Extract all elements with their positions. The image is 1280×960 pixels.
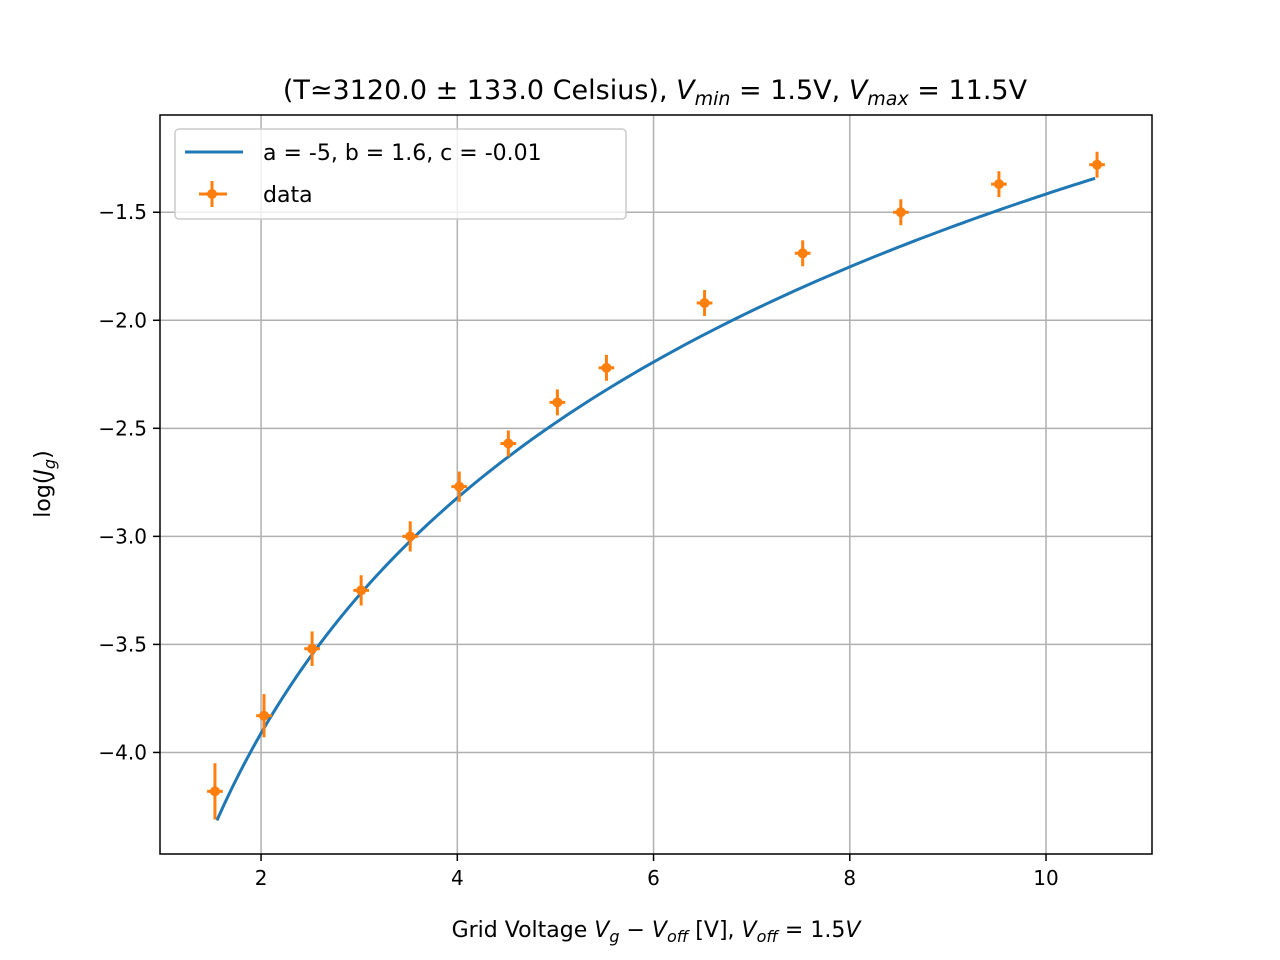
xlabel-minus: − bbox=[619, 918, 651, 943]
xlabel-unit: [V], bbox=[688, 918, 741, 943]
xlabel-voff-symbol: V bbox=[652, 918, 669, 943]
y-tick-label: −4.0 bbox=[98, 740, 147, 764]
data-marker bbox=[356, 585, 367, 596]
y-tick-label: −2.5 bbox=[98, 416, 147, 440]
title-vmin-symbol: V bbox=[676, 75, 697, 106]
ylabel-prefix: log( bbox=[31, 476, 56, 518]
data-point bbox=[549, 389, 566, 416]
y-tick-label: −1.5 bbox=[98, 200, 147, 224]
plot-frame bbox=[159, 114, 1153, 855]
data-point bbox=[991, 171, 1007, 198]
xlabel-prefix: Grid Voltage bbox=[452, 918, 595, 943]
x-tick-label: 10 bbox=[1033, 866, 1058, 890]
x-tick-label: 2 bbox=[255, 866, 268, 890]
fit-curve bbox=[215, 176, 1096, 821]
data-marker bbox=[552, 397, 563, 408]
chart-title: (T≃3120.0 ± 133.0 Celsius), Vmin = 1.5V,… bbox=[283, 75, 1028, 110]
y-tick-label: −3.5 bbox=[98, 632, 147, 656]
data-point bbox=[353, 575, 369, 606]
xlabel-voff-sub: off bbox=[667, 927, 691, 946]
data-point bbox=[451, 471, 468, 502]
data-point bbox=[598, 354, 615, 381]
ticks: 2 4 6 8 10 −4.0 −3.5 −3.0 −2.5 −2.0 −1.5 bbox=[98, 200, 1058, 890]
y-axis-label: log(Jg) bbox=[31, 450, 59, 517]
xlabel-voff2-symbol: V bbox=[742, 918, 759, 943]
data-marker bbox=[895, 207, 906, 218]
data-marker bbox=[503, 438, 514, 449]
data-marker bbox=[1092, 159, 1103, 170]
data-marker bbox=[699, 297, 710, 308]
legend-box bbox=[174, 128, 627, 220]
data-point bbox=[696, 290, 713, 316]
data-point bbox=[256, 694, 272, 738]
xlabel-vg-symbol: V bbox=[594, 918, 611, 943]
title-vmin-value: = 1.5V, bbox=[730, 75, 848, 106]
title-vmax-sub: max bbox=[867, 88, 909, 110]
data-point bbox=[1089, 151, 1105, 178]
data-marker bbox=[209, 786, 220, 797]
ylabel-symbol: J bbox=[31, 469, 56, 480]
data-point bbox=[402, 521, 419, 552]
data-marker bbox=[797, 248, 808, 259]
data-marker bbox=[259, 710, 270, 721]
xlabel-equals: = 1.5 bbox=[778, 918, 845, 943]
legend-data-swatch bbox=[199, 181, 227, 207]
title-prefix: (T≃ bbox=[283, 75, 333, 106]
grid bbox=[160, 115, 1152, 854]
data-point bbox=[794, 240, 811, 267]
ylabel-sub: g bbox=[40, 459, 59, 469]
data-point bbox=[304, 631, 320, 667]
title-vmin-sub: min bbox=[695, 88, 731, 110]
title-middle: ), bbox=[648, 75, 676, 106]
legend-data-label: data bbox=[263, 183, 313, 208]
data-marker bbox=[454, 481, 465, 492]
data-point bbox=[500, 430, 517, 457]
title-vmax-value: = 11.5V bbox=[909, 75, 1028, 106]
data-marker bbox=[993, 179, 1004, 190]
legend: a = -5, b = 1.6, c = -0.01 data bbox=[174, 128, 627, 220]
xlabel-voff2-sub: off bbox=[757, 927, 781, 946]
xlabel-vg-sub: g bbox=[609, 927, 619, 946]
x-tick-label: 6 bbox=[647, 866, 660, 890]
data-marker bbox=[601, 362, 612, 373]
legend-fit-label: a = -5, b = 1.6, c = -0.01 bbox=[263, 141, 542, 166]
xlabel-suffix-symbol: V bbox=[845, 918, 862, 943]
x-tick-label: 4 bbox=[451, 866, 464, 890]
data-point bbox=[207, 763, 223, 820]
ylabel-suffix: ) bbox=[31, 450, 56, 459]
series-layer bbox=[207, 151, 1105, 821]
y-tick-label: −2.0 bbox=[98, 308, 147, 332]
data-marker bbox=[307, 643, 318, 654]
title-vmax-symbol: V bbox=[849, 75, 870, 106]
data-point bbox=[892, 199, 909, 226]
title-temperature: 3120.0 ± 133.0 Celsius bbox=[333, 75, 649, 106]
y-tick-label: −3.0 bbox=[98, 524, 147, 548]
data-marker bbox=[405, 531, 416, 542]
x-tick-label: 8 bbox=[843, 866, 856, 890]
x-axis-label: Grid Voltage Vg − Voff [V], Voff = 1.5V bbox=[452, 918, 863, 946]
